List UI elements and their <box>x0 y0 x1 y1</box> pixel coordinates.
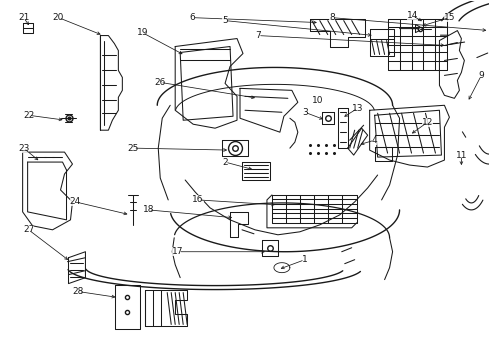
Text: 9: 9 <box>478 71 484 80</box>
Text: 14: 14 <box>407 11 418 20</box>
Text: 1: 1 <box>302 255 308 264</box>
Text: 8: 8 <box>329 13 335 22</box>
Text: 22: 22 <box>23 111 34 120</box>
Text: 19: 19 <box>137 28 148 37</box>
Text: 20: 20 <box>53 13 64 22</box>
Text: 2: 2 <box>222 158 228 167</box>
Text: 11: 11 <box>456 150 467 159</box>
Text: 18: 18 <box>143 206 154 215</box>
Text: 10: 10 <box>312 96 323 105</box>
Text: 25: 25 <box>127 144 139 153</box>
Text: 13: 13 <box>352 104 364 113</box>
Text: 7: 7 <box>255 31 261 40</box>
Text: 4: 4 <box>372 136 377 145</box>
Text: 24: 24 <box>70 197 81 206</box>
Text: 27: 27 <box>23 225 34 234</box>
Text: 16: 16 <box>193 195 204 204</box>
Text: 6: 6 <box>189 13 195 22</box>
Text: 26: 26 <box>154 78 166 87</box>
Text: 15: 15 <box>443 13 455 22</box>
Text: 21: 21 <box>18 13 29 22</box>
Text: 12: 12 <box>422 118 433 127</box>
Text: 5: 5 <box>222 16 228 25</box>
Text: 23: 23 <box>18 144 29 153</box>
Text: 28: 28 <box>73 287 84 296</box>
Text: 3: 3 <box>302 108 308 117</box>
Text: 17: 17 <box>172 247 184 256</box>
